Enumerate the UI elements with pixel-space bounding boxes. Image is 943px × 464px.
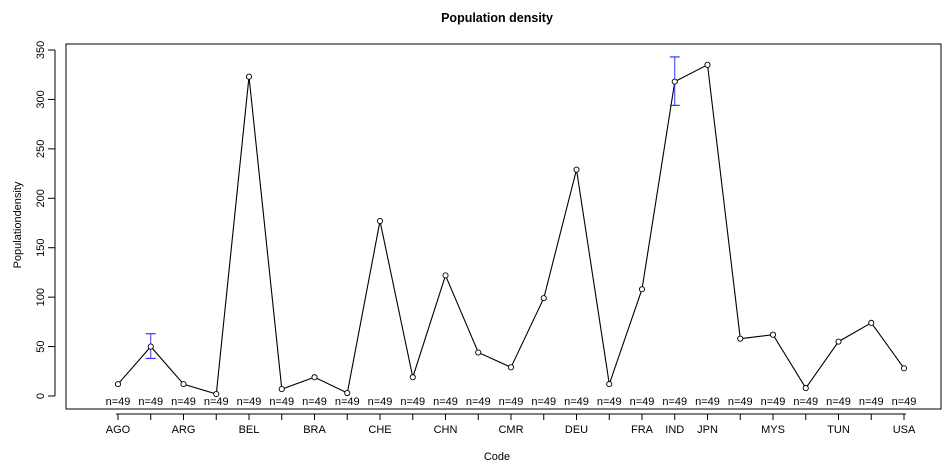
n-label-10: n=49 xyxy=(400,396,425,408)
n-label-12: n=49 xyxy=(466,396,491,408)
y-tick-label-2: 100 xyxy=(35,288,47,306)
x-tick-label-ago: AGO xyxy=(106,424,131,436)
data-point-9 xyxy=(376,217,384,225)
data-point-3 xyxy=(180,381,187,388)
y-tick-label-4: 200 xyxy=(35,189,47,207)
data-point-20 xyxy=(737,335,744,342)
n-label-14: n=49 xyxy=(531,396,556,408)
x-tick-label-bel: BEL xyxy=(239,424,260,436)
n-label-9: n=49 xyxy=(368,396,393,408)
n-label-1: n=49 xyxy=(106,396,131,408)
data-point-16 xyxy=(606,381,613,388)
n-label-3: n=49 xyxy=(171,396,196,408)
n-label-24: n=49 xyxy=(859,396,884,408)
x-tick-label-arg: ARG xyxy=(172,424,196,436)
x-tick-label-tun: TUN xyxy=(827,424,850,436)
n-label-5: n=49 xyxy=(237,396,262,408)
data-point-25 xyxy=(900,365,908,372)
error-bar-group xyxy=(145,56,680,360)
data-point-8 xyxy=(344,389,351,397)
x-axis: AGO ARG BEL BRA CHE CHN CMR DEU FRA IND JPN MYS TUN U… xyxy=(106,413,916,436)
chart-title: Population density xyxy=(441,11,553,25)
data-point-12 xyxy=(475,349,482,356)
y-tick-label-7: 350 xyxy=(35,41,47,59)
x-tick-label-usa: USA xyxy=(893,424,916,436)
marker-group xyxy=(114,61,908,398)
data-point-14 xyxy=(540,295,547,302)
series-line xyxy=(117,63,905,395)
y-tick-label-5: 250 xyxy=(35,140,47,158)
n-label-8: n=49 xyxy=(335,396,360,408)
n-label-19: n=49 xyxy=(695,396,720,408)
x-tick-label-ind: IND xyxy=(665,424,684,436)
y-tick-label-0: 0 xyxy=(35,393,47,399)
data-point-1 xyxy=(114,381,122,388)
n-label-22: n=49 xyxy=(793,396,818,408)
data-point-23 xyxy=(835,338,842,345)
n-label-15: n=49 xyxy=(564,396,589,408)
y-tick-label-3: 150 xyxy=(35,239,47,257)
plot-frame xyxy=(65,43,942,410)
x-tick-label-jpn: JPN xyxy=(697,424,718,436)
data-point-22 xyxy=(802,385,809,392)
n-label-4: n=49 xyxy=(204,396,229,408)
data-point-5 xyxy=(245,73,253,80)
data-point-6 xyxy=(278,386,285,393)
data-point-10 xyxy=(409,374,416,381)
series-group xyxy=(117,63,905,395)
n-label-17: n=49 xyxy=(630,396,655,408)
n-label-13: n=49 xyxy=(499,396,524,408)
x-tick-label-mys: MYS xyxy=(761,424,785,436)
data-point-11 xyxy=(442,272,449,279)
x-tick-label-deu: DEU xyxy=(565,424,588,436)
n-label-11: n=49 xyxy=(433,396,458,408)
n-label-6: n=49 xyxy=(269,396,294,408)
data-point-2 xyxy=(147,343,154,350)
n-label-21: n=49 xyxy=(761,396,786,408)
n-label-18: n=49 xyxy=(662,396,687,408)
y-tick-label-1: 50 xyxy=(35,340,47,352)
x-tick-label-bra: BRA xyxy=(303,424,326,436)
data-point-15 xyxy=(573,166,580,173)
data-point-17 xyxy=(638,286,646,293)
data-point-18 xyxy=(671,78,678,85)
x-tick-label-chn: CHN xyxy=(434,424,458,436)
data-point-24 xyxy=(868,319,875,326)
n-label-25: n=49 xyxy=(892,396,917,408)
x-tick-label-cmr: CMR xyxy=(498,424,523,436)
data-point-21 xyxy=(769,331,777,338)
n-label-16: n=49 xyxy=(597,396,622,408)
y-tick-label-6: 300 xyxy=(35,90,47,108)
n-label-23: n=49 xyxy=(826,396,851,408)
n-label-2: n=49 xyxy=(138,396,163,408)
x-tick-label-fra: FRA xyxy=(631,424,654,436)
y-axis-label: Populationdensity xyxy=(12,181,24,268)
y-axis: 0 50 100 150 200 250 300 350 xyxy=(35,41,56,399)
x-tick-label-che: CHE xyxy=(368,424,391,436)
data-point-19 xyxy=(704,61,711,68)
n-label-group: n=49 n=49 n=49 n=49 n=49 n=49 n=49 n=49 n=49 n=49… xyxy=(106,396,917,408)
data-point-4 xyxy=(213,390,220,398)
x-axis-label: Code xyxy=(484,451,510,463)
data-point-13 xyxy=(507,364,515,371)
data-point-7 xyxy=(311,374,318,381)
n-label-7: n=49 xyxy=(302,396,327,408)
n-label-20: n=49 xyxy=(728,396,753,408)
